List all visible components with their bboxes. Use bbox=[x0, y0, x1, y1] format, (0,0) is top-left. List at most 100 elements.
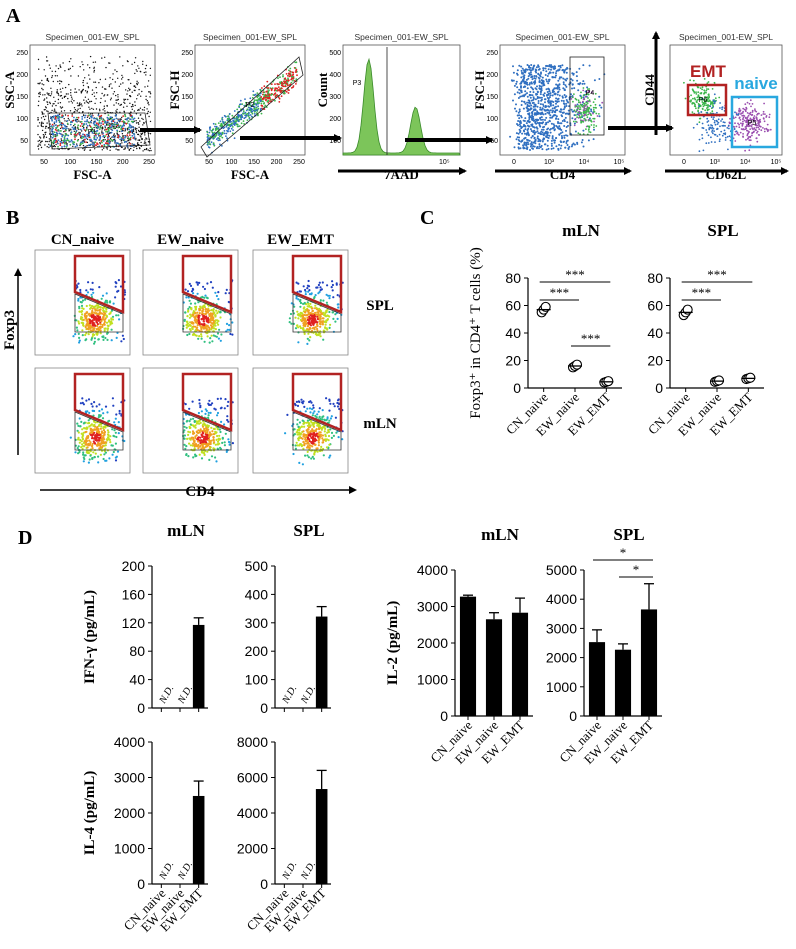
event-dot bbox=[38, 92, 40, 95]
event-dot bbox=[117, 421, 120, 424]
event-dot bbox=[318, 310, 321, 313]
event-dot bbox=[528, 72, 531, 75]
event-dot bbox=[97, 114, 100, 117]
event-dot bbox=[90, 304, 94, 308]
event-dot bbox=[100, 425, 103, 428]
event-dot bbox=[201, 312, 204, 315]
event-dot bbox=[546, 134, 549, 137]
event-dot bbox=[546, 139, 549, 142]
event-dot bbox=[199, 324, 202, 327]
event-dot bbox=[557, 105, 560, 108]
event-dot bbox=[590, 124, 593, 126]
event-dot bbox=[94, 312, 97, 315]
event-dot bbox=[532, 97, 535, 100]
event-dot bbox=[189, 329, 192, 332]
event-dot bbox=[590, 120, 593, 123]
event-dot bbox=[49, 145, 52, 147]
event-dot bbox=[571, 96, 574, 99]
event-dot bbox=[544, 74, 547, 76]
event-dot bbox=[238, 105, 241, 108]
event-dot bbox=[189, 284, 193, 287]
event-dot bbox=[516, 73, 519, 76]
event-dot bbox=[58, 120, 61, 123]
event-dot bbox=[56, 141, 59, 143]
event-dot bbox=[325, 319, 328, 322]
event-dot bbox=[314, 294, 317, 297]
event-dot bbox=[78, 131, 80, 134]
event-dot bbox=[519, 82, 522, 85]
event-dot bbox=[58, 117, 61, 119]
event-dot bbox=[746, 118, 749, 120]
event-dot bbox=[265, 94, 267, 96]
event-dot bbox=[562, 108, 565, 111]
panel-b-plot bbox=[34, 249, 131, 356]
event-dot bbox=[581, 114, 583, 117]
event-dot bbox=[696, 123, 699, 126]
event-dot bbox=[519, 147, 522, 150]
event-dot bbox=[539, 146, 542, 149]
event-dot bbox=[147, 80, 150, 82]
event-dot bbox=[689, 79, 691, 82]
event-dot bbox=[255, 106, 258, 109]
event-dot bbox=[79, 102, 81, 104]
event-dot bbox=[315, 307, 318, 310]
event-dot bbox=[200, 335, 203, 338]
event-dot bbox=[142, 124, 144, 126]
event-dot bbox=[95, 135, 97, 137]
event-dot bbox=[692, 101, 694, 104]
event-dot bbox=[138, 126, 140, 128]
event-dot bbox=[541, 128, 543, 131]
event-dot bbox=[46, 60, 48, 62]
event-dot bbox=[117, 96, 119, 98]
event-dot bbox=[517, 111, 520, 114]
event-dot bbox=[87, 144, 90, 147]
event-dot bbox=[520, 65, 523, 68]
event-dot bbox=[57, 102, 59, 104]
event-dot bbox=[531, 135, 534, 138]
event-dot bbox=[99, 142, 101, 144]
event-dot bbox=[114, 417, 117, 420]
event-dot bbox=[526, 132, 529, 135]
event-dot bbox=[119, 124, 122, 127]
event-dot bbox=[325, 310, 328, 313]
event-dot bbox=[713, 130, 715, 133]
event-dot bbox=[515, 82, 518, 85]
y-tick: 50 bbox=[490, 138, 498, 145]
event-dot bbox=[126, 129, 129, 131]
event-dot bbox=[583, 114, 586, 117]
event-dot bbox=[704, 91, 706, 93]
event-dot bbox=[126, 134, 129, 137]
event-dot bbox=[87, 333, 90, 336]
event-dot bbox=[82, 63, 84, 66]
event-dot bbox=[581, 82, 584, 85]
event-dot bbox=[540, 133, 543, 136]
event-dot bbox=[327, 294, 330, 297]
event-dot bbox=[534, 140, 537, 143]
event-dot bbox=[556, 126, 559, 129]
event-dot bbox=[57, 139, 60, 142]
event-dot bbox=[102, 109, 104, 111]
event-dot bbox=[47, 80, 50, 83]
event-dot bbox=[86, 446, 89, 449]
event-dot bbox=[707, 142, 710, 144]
event-dot bbox=[62, 123, 65, 126]
event-dot bbox=[119, 119, 121, 122]
event-dot bbox=[287, 77, 289, 80]
event-dot bbox=[570, 93, 572, 96]
event-dot bbox=[587, 113, 590, 116]
event-dot bbox=[561, 96, 564, 99]
event-dot bbox=[275, 87, 278, 90]
event-dot bbox=[565, 85, 568, 88]
event-dot bbox=[583, 110, 586, 113]
event-dot bbox=[70, 89, 72, 91]
event-dot bbox=[146, 113, 148, 115]
event-dot bbox=[82, 79, 85, 82]
event-dot bbox=[719, 125, 721, 128]
event-dot bbox=[293, 305, 296, 308]
event-dot bbox=[59, 102, 62, 104]
event-dot bbox=[566, 67, 569, 70]
event-dot bbox=[585, 103, 588, 106]
event-dot bbox=[94, 81, 97, 83]
event-dot bbox=[536, 97, 539, 100]
event-dot bbox=[299, 326, 302, 330]
